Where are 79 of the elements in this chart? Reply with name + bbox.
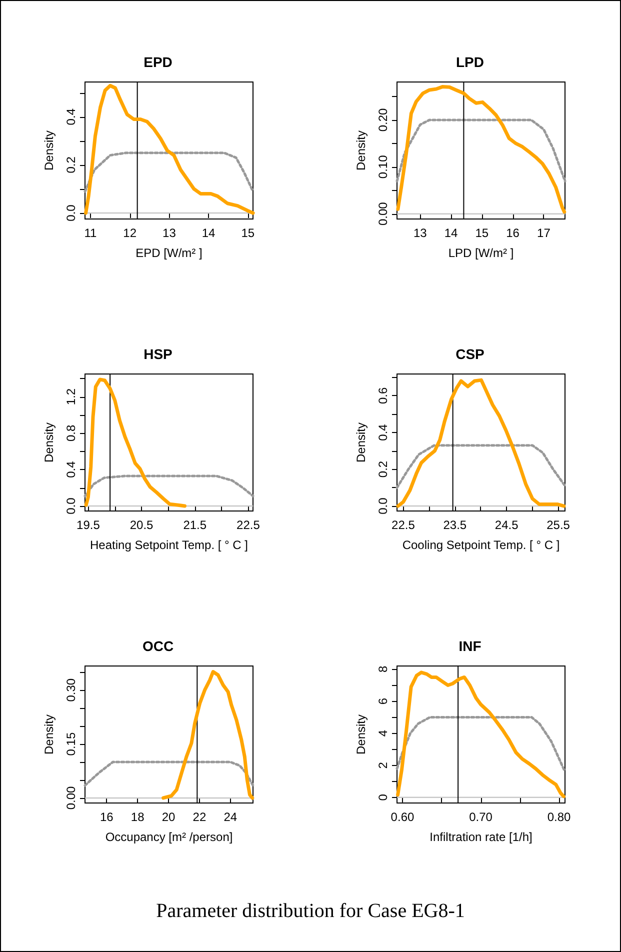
line-series — [396, 670, 566, 798]
line-series — [396, 444, 566, 489]
x-tick-label: 24.5 — [494, 518, 519, 532]
y-axis-title: Density — [354, 422, 368, 463]
line-series — [84, 760, 254, 787]
y-tick-label: 0.2 — [376, 460, 390, 478]
line-series — [84, 152, 254, 193]
x-tick-label: 11 — [84, 226, 98, 240]
x-tick-label: 24 — [224, 810, 238, 824]
x-tick-label: 19.5 — [76, 518, 100, 532]
x-tick-label: 0.70 — [469, 810, 493, 824]
y-tick-label: 1.2 — [64, 388, 78, 406]
x-axis-title: Occupancy [m² /person] — [105, 830, 233, 844]
y-tick-label: 0.4 — [64, 460, 78, 478]
x-tick-label: 14 — [202, 226, 216, 240]
line-series — [396, 84, 566, 214]
x-axis-title: EPD [W/m² ] — [136, 246, 202, 260]
x-axis-title: Cooling Setpoint Temp. [ ° C ] — [402, 538, 560, 552]
x-tick-label: 25.5 — [546, 518, 570, 532]
x-tick-label: 22 — [192, 810, 206, 824]
x-tick-label: 0.80 — [547, 810, 572, 824]
y-tick-label: 0.00 — [64, 786, 78, 810]
x-tick-label: 22.5 — [236, 518, 260, 532]
line-series — [162, 670, 254, 800]
x-tick-label: 18 — [130, 810, 145, 824]
y-axis-title: Density — [42, 422, 56, 463]
chart-title: OCC — [142, 638, 174, 654]
y-tick-label: 0.20 — [376, 108, 390, 132]
x-tick-label: 20 — [162, 810, 176, 824]
y-tick-label: 0.8 — [64, 424, 78, 442]
chart-title: HSP — [144, 346, 172, 362]
x-axis-title: Infiltration rate [1/h] — [430, 830, 532, 844]
line-series — [396, 716, 566, 774]
y-axis-title: Density — [42, 130, 56, 171]
y-axis-title: Density — [354, 130, 368, 171]
y-tick-label: 0.0 — [376, 497, 390, 514]
x-tick-label: 15 — [475, 226, 489, 240]
x-tick-label: 16 — [100, 810, 114, 824]
y-tick-label: 0 — [376, 794, 390, 801]
chart-title: INF — [458, 638, 482, 654]
line-series — [396, 378, 566, 508]
line-series — [396, 118, 566, 182]
chart-title: CSP — [456, 346, 484, 362]
line-series — [84, 378, 186, 508]
y-tick-label: 0.30 — [64, 678, 78, 702]
y-tick-label: 0.4 — [64, 108, 78, 126]
x-tick-label: 16 — [506, 226, 520, 240]
y-tick-label: 0.00 — [376, 202, 390, 226]
y-axis-title: Density — [354, 714, 368, 755]
x-tick-label: 17 — [537, 226, 551, 240]
y-tick-label: 2 — [376, 762, 390, 769]
x-tick-label: 22.5 — [392, 518, 416, 532]
x-tick-label: 12 — [123, 226, 137, 240]
x-tick-label: 13 — [162, 226, 176, 240]
y-tick-label: 0.0 — [64, 497, 78, 514]
x-axis-title: Heating Setpoint Temp. [ ° C ] — [90, 538, 248, 552]
x-tick-label: 20.5 — [130, 518, 154, 532]
y-axis-title: Density — [42, 714, 56, 755]
x-axis-title: LPD [W/m² ] — [448, 246, 514, 260]
line-series — [84, 84, 255, 215]
x-tick-label: 0.60 — [390, 810, 414, 824]
y-tick-label: 4 — [376, 730, 390, 737]
chart-title: LPD — [456, 54, 484, 70]
line-series — [84, 474, 254, 498]
y-tick-label: 0.10 — [376, 154, 390, 179]
x-tick-label: 21.5 — [183, 518, 207, 532]
y-tick-label: 8 — [376, 666, 390, 673]
x-tick-label: 23.5 — [443, 518, 467, 532]
x-tick-label: 13 — [413, 226, 428, 240]
y-tick-label: 0.2 — [64, 156, 78, 174]
chart-title: EPD — [144, 54, 172, 70]
text: Parameter distribution for Case EG8-1 — [155, 900, 466, 924]
x-tick-label: 14 — [444, 226, 458, 240]
y-tick-label: 0.4 — [376, 424, 390, 441]
x-tick-label: 15 — [241, 226, 255, 240]
y-tick-label: 6 — [376, 698, 390, 705]
y-tick-label: 0.6 — [376, 387, 390, 404]
y-tick-label: 0.0 — [64, 204, 78, 222]
y-tick-label: 0.15 — [64, 732, 78, 756]
